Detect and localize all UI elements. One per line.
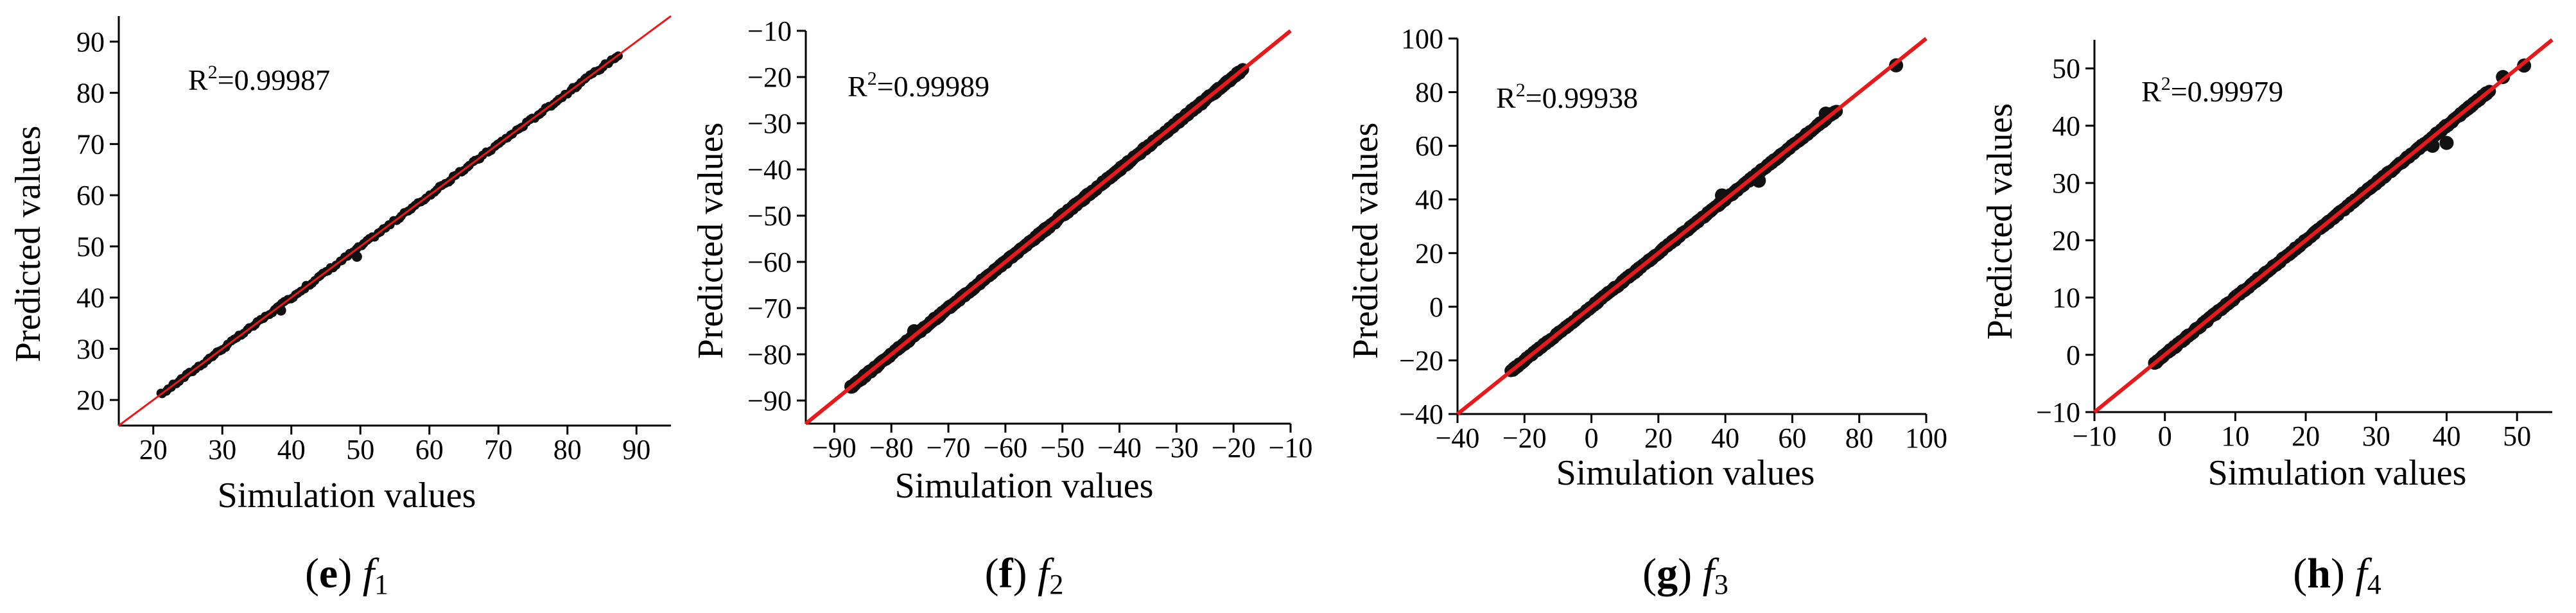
panel-h-r2: R2=0.99979 [2141, 73, 2283, 108]
x-tick-label: 60 [415, 434, 444, 465]
y-tick-label: −40 [747, 154, 792, 186]
x-tick-label: 20 [139, 434, 168, 465]
x-tick-label: 10 [2221, 420, 2249, 452]
x-tick-label: 30 [2362, 420, 2390, 452]
panel-h-ylabel: Predicted values [1980, 103, 2020, 340]
y-tick-label: 70 [76, 128, 105, 160]
panel-g-ylabel: Predicted values [1346, 123, 1386, 359]
panel-e-r2: R2=0.99987 [188, 62, 330, 96]
panel-h-chart: −10 0 10 20 30 40 50 −10 0 10 20 30 40 50 [2036, 38, 2554, 452]
panel-g-xlabel: Simulation values [1556, 453, 1815, 493]
panel-h-caption: (h) f4 [2293, 550, 2381, 600]
y-tick-label: −20 [747, 62, 792, 93]
x-tick-label: −40 [1436, 422, 1480, 454]
y-tick-label: 20 [2052, 225, 2080, 256]
data-point-outlier [2439, 135, 2454, 150]
x-tick-label: 80 [1845, 422, 1874, 454]
x-tick-label: 20 [1644, 422, 1673, 454]
panel-f-r2: R2=0.99989 [848, 68, 989, 103]
panel-f-ylabel: Predicted values [691, 123, 731, 359]
x-tick-label: −70 [927, 432, 971, 463]
y-tick-label: 60 [76, 180, 105, 211]
y-tick-label: −10 [747, 15, 792, 47]
y-tick-label: −30 [747, 108, 792, 139]
y-tick-label: −80 [747, 339, 792, 370]
x-tick-label: 50 [2503, 420, 2531, 452]
panel-g-caption: (g) f3 [1642, 550, 1728, 600]
y-tick-label: 20 [76, 384, 105, 416]
y-tick-label: 80 [76, 78, 105, 109]
x-tick-label: 40 [277, 434, 306, 465]
x-tick-label: −80 [869, 432, 914, 463]
y-tick-label: 60 [1415, 130, 1443, 162]
y-tick-label: −20 [1399, 345, 1443, 376]
x-tick-label: −40 [1097, 432, 1142, 463]
x-tick-label: 0 [1585, 422, 1599, 454]
x-tick-label: 70 [484, 434, 512, 465]
y-tick-label: 90 [76, 26, 105, 58]
y-tick-label: 40 [2052, 110, 2080, 142]
y-tick-label: 10 [2052, 282, 2080, 314]
panel-g: −40 −20 0 20 40 60 80 100 −40 −20 0 20 40 60 80 100 R2=… [1346, 23, 1947, 600]
x-tick-label: −30 [1154, 432, 1199, 463]
fit-line [1456, 37, 1928, 416]
panel-g-r2: R2=0.99938 [1496, 80, 1638, 114]
y-tick-label: 40 [76, 282, 105, 314]
x-tick-label: 90 [622, 434, 650, 465]
y-tick-label: −90 [747, 385, 792, 417]
x-tick-label: 30 [208, 434, 236, 465]
x-tick-label: 40 [1711, 422, 1739, 454]
y-tick-label: −50 [747, 200, 792, 232]
y-tick-label: 0 [1429, 291, 1443, 323]
x-tick-label: −60 [983, 432, 1027, 463]
panel-f-chart: −90 −80 −70 −60 −50 −40 −30 −20 −10−90−80−70−60−… [747, 15, 1312, 463]
x-tick-label: 40 [2432, 420, 2460, 452]
y-tick-label: 30 [2052, 168, 2080, 199]
x-tick-label: 80 [553, 434, 582, 465]
x-tick-label: −90 [812, 432, 857, 463]
fit-line [2093, 38, 2554, 414]
x-tick-label: 50 [346, 434, 374, 465]
panel-g-chart: −40 −20 0 20 40 60 80 100 −40 −20 0 20 40 60 80 100 [1399, 23, 1947, 454]
panel-e-caption: (e) f1 [305, 550, 388, 600]
x-tick-label: −50 [1040, 432, 1084, 463]
data-point-outlier [351, 251, 362, 262]
y-tick-label: 50 [76, 231, 105, 263]
y-tick-label: 20 [1415, 237, 1443, 269]
y-tick-label: −70 [747, 293, 792, 324]
panel-f-caption: (f) f2 [985, 550, 1064, 600]
y-tick-label: −60 [747, 246, 792, 278]
y-tick-label: −40 [1399, 399, 1443, 430]
y-tick-label: 80 [1415, 77, 1443, 108]
y-tick-label: 30 [76, 333, 105, 365]
panel-f: −90 −80 −70 −60 −50 −40 −30 −20 −10−90−80−70−60−… [691, 15, 1312, 600]
panel-e-chart: 20 30 40 50 60 70 80 90 20 30 40 50 60 70 80 90 [76, 15, 672, 465]
y-tick-label: 0 [2066, 340, 2080, 371]
x-tick-label: 20 [2292, 420, 2320, 452]
x-tick-label: 0 [2158, 420, 2172, 452]
fit-line [118, 15, 672, 427]
panel-e-xlabel: Simulation values [218, 476, 476, 515]
panel-e-ylabel: Predicted values [8, 126, 48, 363]
x-tick-label: −20 [1212, 432, 1256, 463]
x-tick-label: 60 [1778, 422, 1806, 454]
panel-e: 20 30 40 50 60 70 80 90 20 30 40 50 60 70 80 90 R2=0.99… [8, 15, 672, 600]
y-tick-label: 50 [2052, 53, 2080, 85]
y-tick-label: 100 [1401, 23, 1443, 55]
panel-f-xlabel: Simulation values [895, 466, 1154, 506]
x-tick-label: −10 [2073, 420, 2117, 452]
y-tick-label: −10 [2036, 397, 2080, 428]
x-tick-label: −20 [1502, 422, 1547, 454]
y-tick-label: 40 [1415, 184, 1443, 216]
x-tick-label: 100 [1905, 422, 1947, 454]
x-tick-label: −10 [1269, 432, 1313, 463]
fit-line [805, 29, 1292, 426]
panel-h-xlabel: Simulation values [2208, 453, 2467, 493]
